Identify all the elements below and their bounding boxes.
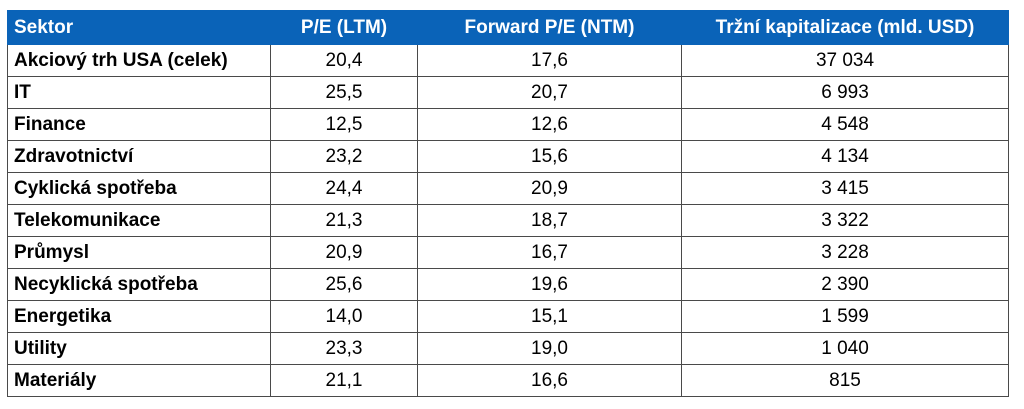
market-cap-cell: 815: [681, 364, 1009, 397]
sector-cell: Necyklická spotřeba: [7, 268, 271, 301]
pe-ntm-cell: 15,1: [417, 300, 682, 333]
pe-ntm-cell: 16,6: [417, 364, 682, 397]
pe-ltm-cell: 14,0: [270, 300, 418, 333]
table-body: Akciový trh USA (celek) 20,4 17,6 37 034 IT 2…: [7, 44, 1009, 397]
pe-ntm-cell: 17,6: [417, 44, 682, 77]
header-pe-ntm: Forward P/E (NTM): [417, 10, 682, 45]
market-cap-cell: 1 599: [681, 300, 1009, 333]
pe-ltm-cell: 12,5: [270, 108, 418, 141]
market-cap-cell: 2 390: [681, 268, 1009, 301]
pe-ntm-cell: 16,7: [417, 236, 682, 269]
table-row: IT 25,5 20,7 6 993: [7, 76, 1009, 109]
header-sector: Sektor: [7, 10, 271, 45]
market-cap-cell: 4 548: [681, 108, 1009, 141]
market-cap-cell: 3 322: [681, 204, 1009, 237]
pe-ntm-cell: 19,0: [417, 332, 682, 365]
market-cap-cell: 37 034: [681, 44, 1009, 77]
sector-cell: Utility: [7, 332, 271, 365]
header-pe-ltm: P/E (LTM): [270, 10, 418, 45]
pe-ltm-cell: 20,4: [270, 44, 418, 77]
sector-cell: Akciový trh USA (celek): [7, 44, 271, 77]
sector-cell: IT: [7, 76, 271, 109]
table-row: Energetika 14,0 15,1 1 599: [7, 300, 1009, 333]
sector-valuation-table-container: Sektor P/E (LTM) Forward P/E (NTM) Tržní…: [7, 10, 1009, 397]
table-row: Finance 12,5 12,6 4 548: [7, 108, 1009, 141]
table-row: Průmysl 20,9 16,7 3 228: [7, 236, 1009, 269]
table-row: Utility 23,3 19,0 1 040: [7, 332, 1009, 365]
market-cap-cell: 4 134: [681, 140, 1009, 173]
table-row: Cyklická spotřeba 24,4 20,9 3 415: [7, 172, 1009, 205]
pe-ltm-cell: 24,4: [270, 172, 418, 205]
pe-ntm-cell: 15,6: [417, 140, 682, 173]
market-cap-cell: 6 993: [681, 76, 1009, 109]
sector-cell: Telekomunikace: [7, 204, 271, 237]
sector-cell: Cyklická spotřeba: [7, 172, 271, 205]
table-row: Akciový trh USA (celek) 20,4 17,6 37 034: [7, 44, 1009, 77]
market-cap-cell: 1 040: [681, 332, 1009, 365]
pe-ltm-cell: 23,2: [270, 140, 418, 173]
sector-cell: Materiály: [7, 364, 271, 397]
sector-cell: Finance: [7, 108, 271, 141]
market-cap-cell: 3 228: [681, 236, 1009, 269]
sector-valuation-table: Sektor P/E (LTM) Forward P/E (NTM) Tržní…: [7, 10, 1009, 397]
sector-cell: Energetika: [7, 300, 271, 333]
pe-ltm-cell: 25,6: [270, 268, 418, 301]
header-market-cap: Tržní kapitalizace (mld. USD): [681, 10, 1009, 45]
pe-ntm-cell: 12,6: [417, 108, 682, 141]
pe-ltm-cell: 20,9: [270, 236, 418, 269]
market-cap-cell: 3 415: [681, 172, 1009, 205]
sector-cell: Zdravotnictví: [7, 140, 271, 173]
table-row: Materiály 21,1 16,6 815: [7, 364, 1009, 397]
pe-ltm-cell: 25,5: [270, 76, 418, 109]
table-row: Telekomunikace 21,3 18,7 3 322: [7, 204, 1009, 237]
sector-cell: Průmysl: [7, 236, 271, 269]
pe-ntm-cell: 20,9: [417, 172, 682, 205]
table-header-row: Sektor P/E (LTM) Forward P/E (NTM) Tržní…: [7, 10, 1009, 45]
table-row: Zdravotnictví 23,2 15,6 4 134: [7, 140, 1009, 173]
pe-ntm-cell: 18,7: [417, 204, 682, 237]
table-row: Necyklická spotřeba 25,6 19,6 2 390: [7, 268, 1009, 301]
pe-ntm-cell: 19,6: [417, 268, 682, 301]
pe-ntm-cell: 20,7: [417, 76, 682, 109]
pe-ltm-cell: 21,1: [270, 364, 418, 397]
pe-ltm-cell: 21,3: [270, 204, 418, 237]
pe-ltm-cell: 23,3: [270, 332, 418, 365]
